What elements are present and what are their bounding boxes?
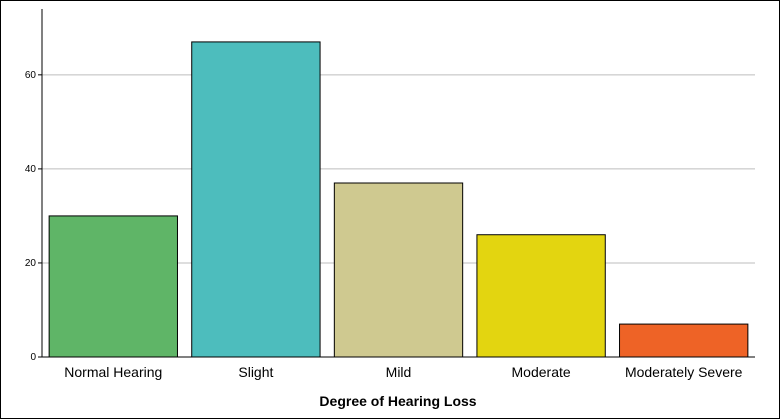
x-axis-label: Degree of Hearing Loss — [319, 393, 476, 409]
x-category-labels: Normal Hearing Slight Mild Moderate Moderate… — [64, 364, 742, 380]
y-tick-label: 60 — [25, 70, 37, 81]
bar-mild — [333, 182, 464, 358]
x-category-label: Normal Hearing — [64, 364, 162, 380]
x-category-label: Moderately Severe — [625, 364, 743, 380]
y-tick-label: 40 — [25, 164, 37, 175]
bars — [48, 41, 749, 358]
bar-moderate — [476, 234, 606, 358]
y-tick-labels: 0 20 40 60 — [25, 70, 37, 363]
y-tick-label: 0 — [30, 352, 36, 363]
y-tick-label: 20 — [25, 258, 37, 269]
bar-slight — [191, 41, 321, 358]
bar-normal-hearing — [48, 215, 178, 358]
x-category-label: Moderate — [512, 364, 571, 380]
x-category-label: Mild — [386, 364, 412, 380]
axes — [38, 9, 755, 358]
bar-moderately-severe — [619, 323, 749, 358]
x-category-label: Slight — [238, 364, 273, 380]
